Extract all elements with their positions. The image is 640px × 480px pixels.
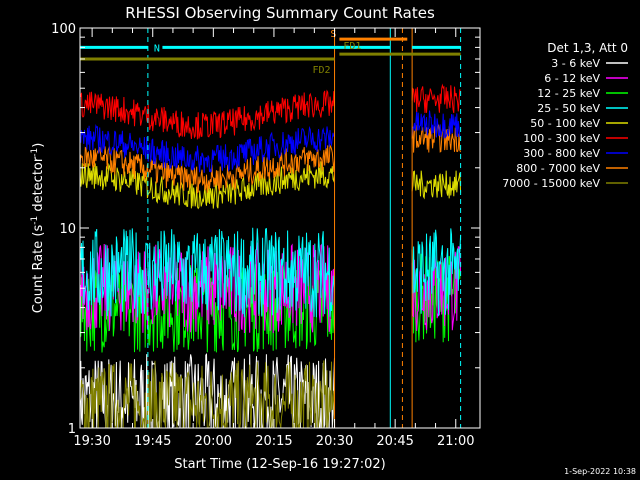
x-tick-label-2015: 20:15 xyxy=(255,434,292,449)
series-line-100-300-w0 xyxy=(79,89,335,140)
legend-label-50-100: 50 - 100 keV xyxy=(530,117,600,130)
legend-title: Det 1,3, Att 0 xyxy=(547,41,628,55)
series-line-25-50-w1 xyxy=(411,228,462,317)
flag-label-n: N xyxy=(154,43,160,54)
flag-label-fd2: FD2 xyxy=(312,65,330,76)
x-tick-label-2000: 20:00 xyxy=(195,434,232,449)
legend-label-300-800: 300 - 800 keV xyxy=(523,147,600,160)
flag-label-s: S xyxy=(330,29,336,40)
legend-label-3-6: 3 - 6 keV xyxy=(551,57,600,70)
series-line-50-100-w1 xyxy=(411,170,462,200)
legend-label-25-50: 25 - 50 keV xyxy=(537,102,600,115)
x-tick-label-2100: 21:00 xyxy=(437,434,474,449)
y-axis-label: Count Rate (s-1 detector-1) xyxy=(30,143,46,314)
x-tick-label-2045: 20:45 xyxy=(376,434,413,449)
legend-label-7000-15000: 7000 - 15000 keV xyxy=(502,177,600,190)
x-tick-label-1945: 19:45 xyxy=(134,434,171,449)
legend-label-6-12: 6 - 12 keV xyxy=(544,72,600,85)
x-tick-label-1930: 19:30 xyxy=(73,434,110,449)
y-axis-label-end: ) xyxy=(31,143,46,148)
legend-label-800-7000: 800 - 7000 keV xyxy=(516,162,600,175)
y-tick-label-10: 10 xyxy=(59,222,76,237)
y-axis-label-sup2: -1 xyxy=(30,148,40,157)
series-line-100-300-w1 xyxy=(411,83,462,114)
footer-timestamp: 1-Sep-2022 10:38 xyxy=(564,467,636,476)
series-line-25-50-w0 xyxy=(79,227,335,318)
legend-label-100-300: 100 - 300 keV xyxy=(523,132,600,145)
y-axis-label-main: Count Rate (s xyxy=(31,225,46,314)
x-tick-label-2030: 20:30 xyxy=(316,434,353,449)
y-tick-label-100: 100 xyxy=(51,22,76,37)
y-tick-label-1: 1 xyxy=(68,422,76,437)
plot-layer: N S FD1 FD2 1 10 100 19:30 19:45 20:00 20:15 20:30 2… xyxy=(51,22,628,449)
plot-frame xyxy=(79,27,481,429)
flag-label-fd1: FD1 xyxy=(343,41,361,52)
chart-title: RHESSI Observing Summary Count Rates xyxy=(125,4,435,22)
y-axis-label-sup1: -1 xyxy=(30,216,40,225)
series-line-12-25-w1 xyxy=(411,253,462,343)
series-line-300-800-w1 xyxy=(411,110,461,139)
legend-label-12-25: 12 - 25 keV xyxy=(537,87,600,100)
series-line-300-800-w0 xyxy=(79,124,335,173)
x-axis-label: Start Time (12-Sep-16 19:27:02) xyxy=(174,457,385,472)
y-axis-label-mid: detector xyxy=(31,156,46,216)
series-line-800-7000-w0 xyxy=(79,143,335,194)
